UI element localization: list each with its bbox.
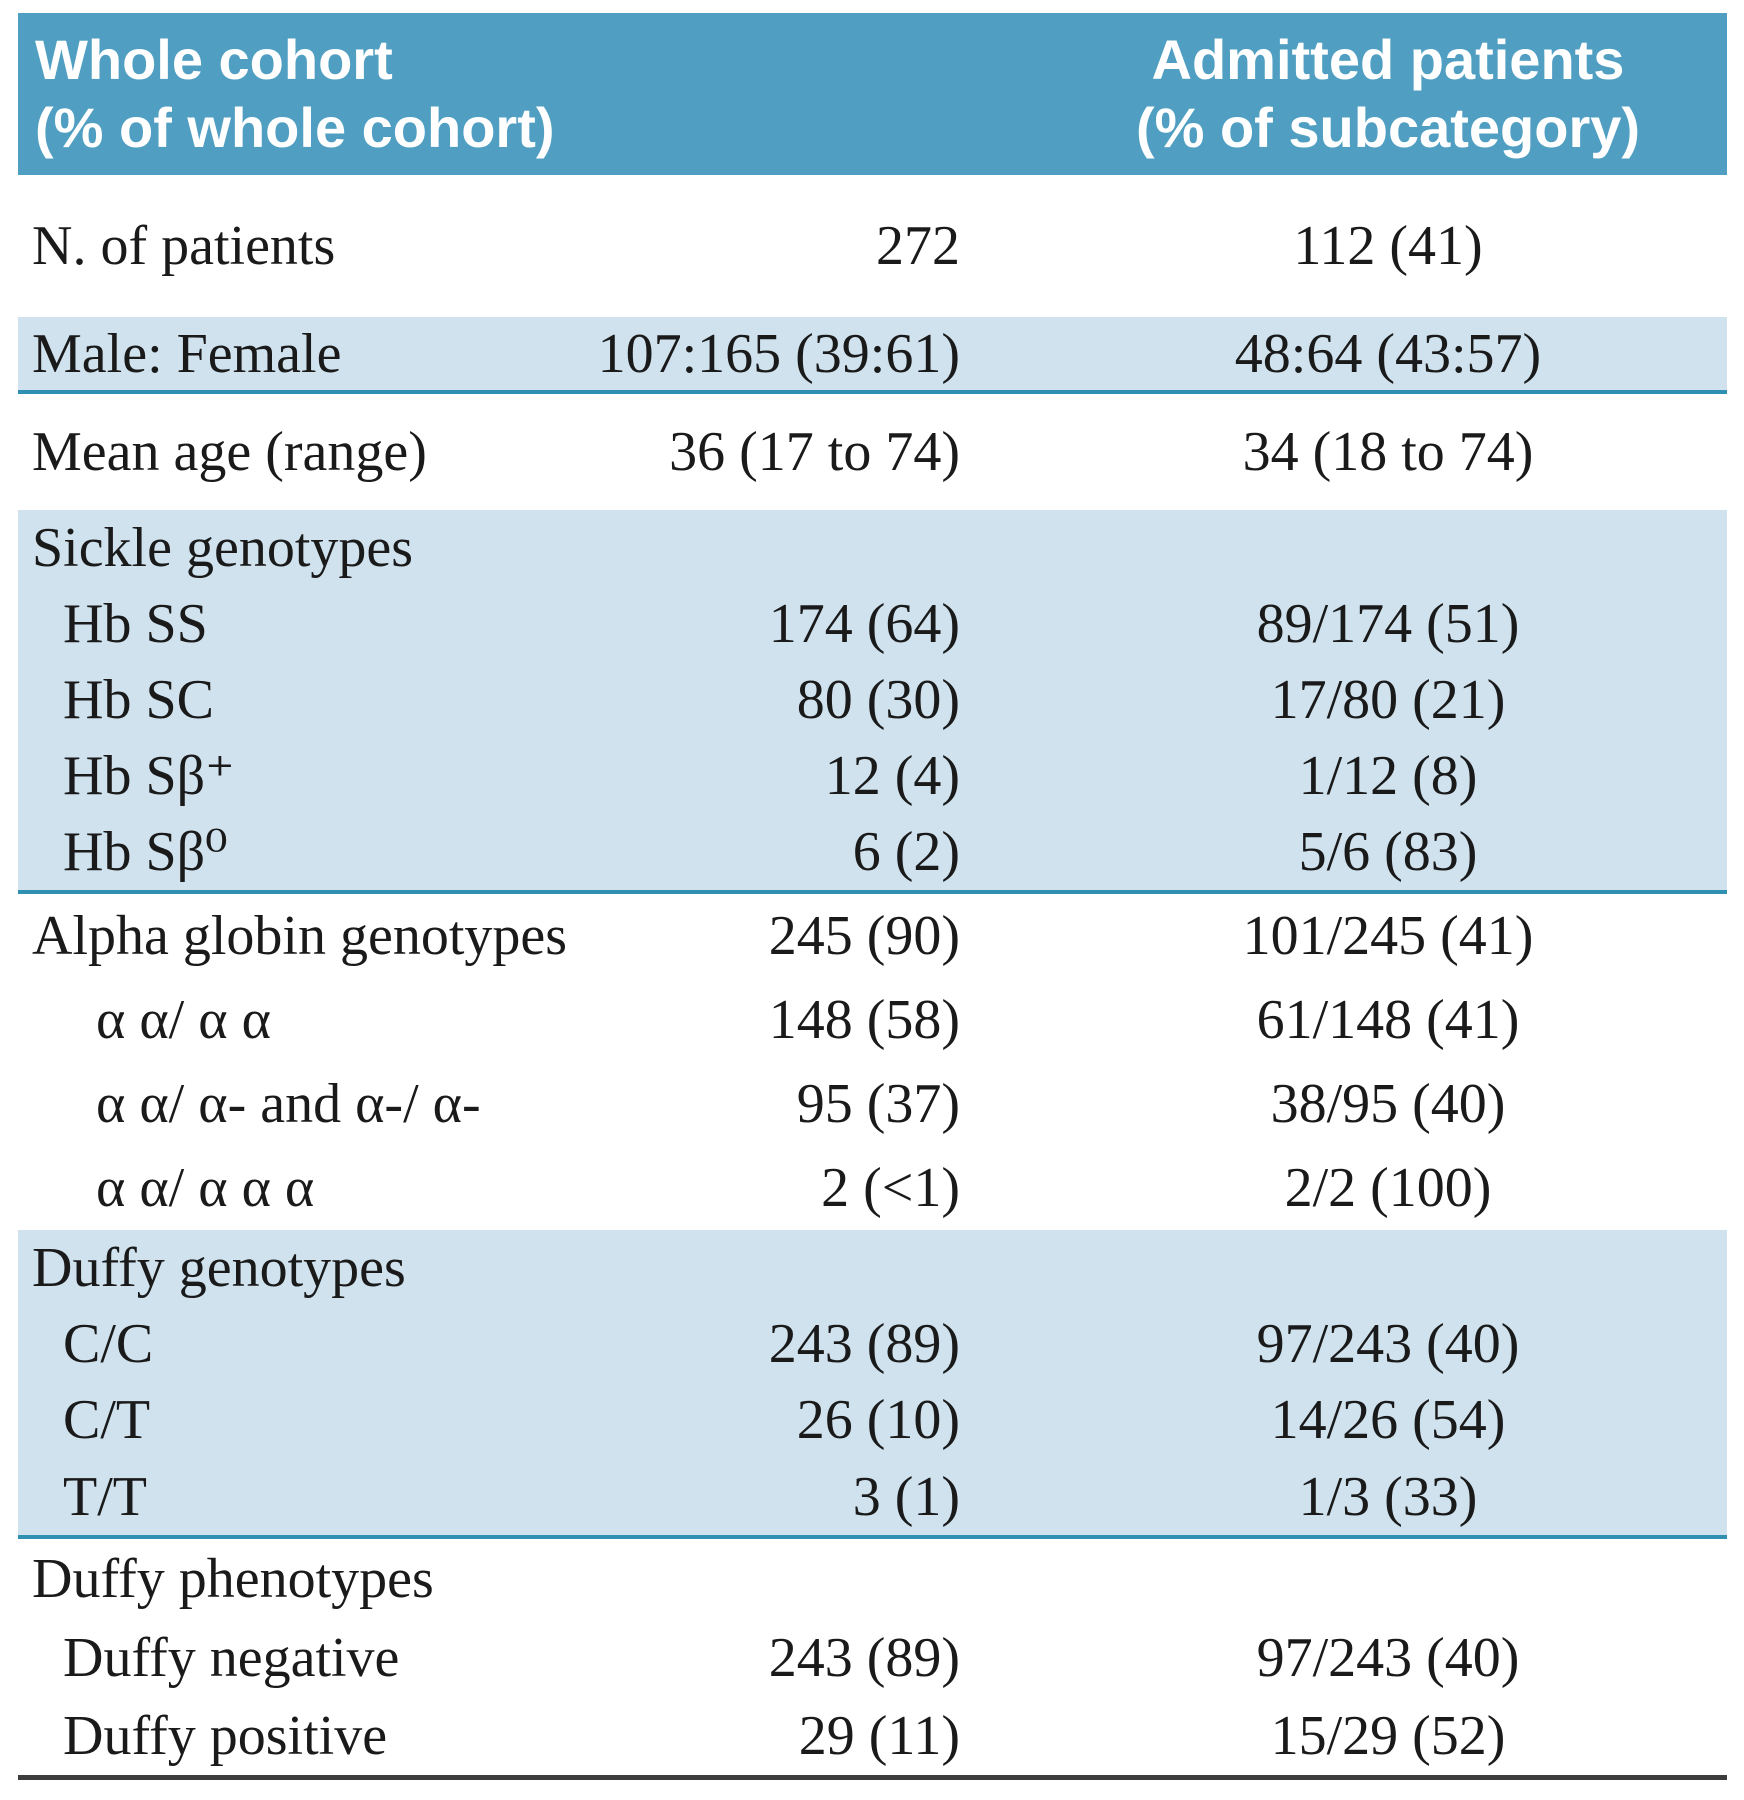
whole-cohort-value: 245 (90) (768, 905, 960, 967)
table-row: Male: Female 107:165 (39:61) 48:64 (43:5… (18, 317, 1727, 390)
whole-cohort-value: 80 (30) (796, 669, 960, 731)
row-label: T/T (63, 1465, 147, 1528)
table-header-row: Whole cohort (% of whole cohort) Admitte… (18, 13, 1727, 175)
table-row: α α/ α α 148 (58) 61/148 (41) (18, 978, 1727, 1062)
whole-cohort-value: 3 (1) (852, 1465, 960, 1528)
section-title: Duffy genotypes (32, 1237, 406, 1299)
section-title-row: Duffy phenotypes (18, 1539, 1727, 1618)
duffy-phenotypes-section: Duffy phenotypes Duffy negative 243 (89)… (18, 1539, 1727, 1775)
table-row: α α/ α- and α-/ α- 95 (37) 38/95 (40) (18, 1062, 1727, 1146)
header-admitted-patients: Admitted patients (% of subcategory) (960, 26, 1727, 162)
row-label: Hb SS (63, 593, 208, 655)
row-label: Mean age (range) (32, 421, 427, 483)
whole-cohort-value: 243 (89) (768, 1313, 960, 1375)
section-title: Alpha globin genotypes (32, 905, 568, 967)
table-row: Mean age (range) 36 (17 to 74) 34 (18 to… (18, 394, 1727, 510)
whole-cohort-value: 2 (<1) (821, 1157, 960, 1219)
table-row: T/T 3 (1) 1/3 (33) (18, 1458, 1727, 1535)
whole-cohort-value: 148 (58) (768, 989, 960, 1051)
admitted-value: 97/243 (40) (1256, 1313, 1520, 1375)
row-label: Male: Female (32, 322, 342, 385)
header-whole-cohort-line1: Whole cohort (35, 28, 393, 91)
header-admitted-patients-line1: Admitted patients (1151, 28, 1625, 91)
row-label: Hb SC (63, 669, 214, 731)
table-row: Hb SS 174 (64) 89/174 (51) (18, 586, 1727, 662)
table-row: C/C 243 (89) 97/243 (40) (18, 1306, 1727, 1382)
row-label: α α/ α α α (96, 1157, 315, 1219)
admitted-value: 48:64 (43:57) (1234, 322, 1542, 385)
admitted-value: 15/29 (52) (1270, 1705, 1506, 1767)
row-label: α α/ α- and α-/ α- (96, 1073, 481, 1135)
section-title: Duffy phenotypes (32, 1547, 434, 1610)
table-row: Duffy negative 243 (89) 97/243 (40) (18, 1618, 1727, 1697)
admitted-value: 2/2 (100) (1284, 1157, 1492, 1219)
admitted-value: 101/245 (41) (1242, 905, 1534, 967)
admitted-value: 112 (41) (1293, 215, 1483, 277)
section-title-row: Sickle genotypes (18, 510, 1727, 586)
table-row: Hb Sβ⁺ 12 (4) 1/12 (8) (18, 738, 1727, 814)
admitted-value: 17/80 (21) (1270, 669, 1506, 731)
header-whole-cohort: Whole cohort (% of whole cohort) (18, 26, 960, 162)
table-row: α α/ α α α 2 (<1) 2/2 (100) (18, 1146, 1727, 1230)
sickle-genotypes-section: Sickle genotypes Hb SS 174 (64) 89/174 (… (18, 510, 1727, 894)
admitted-value: 38/95 (40) (1270, 1073, 1506, 1135)
alpha-globin-section: Alpha globin genotypes 245 (90) 101/245 … (18, 894, 1727, 1230)
header-admitted-patients-line2: (% of subcategory) (1135, 96, 1641, 159)
whole-cohort-value: 36 (17 to 74) (669, 421, 960, 483)
admitted-value: 1/3 (33) (1298, 1465, 1478, 1528)
row-label: Duffy positive (63, 1705, 388, 1767)
whole-cohort-value: 272 (876, 215, 960, 277)
admitted-value: 89/174 (51) (1256, 593, 1520, 655)
row-label: N. of patients (32, 215, 336, 277)
cohort-characteristics-table: Whole cohort (% of whole cohort) Admitte… (18, 13, 1727, 1780)
duffy-genotypes-section: Duffy genotypes C/C 243 (89) 97/243 (40)… (18, 1230, 1727, 1539)
admitted-value: 61/148 (41) (1256, 989, 1520, 1051)
table-row: Hb SC 80 (30) 17/80 (21) (18, 662, 1727, 738)
whole-cohort-value: 29 (11) (798, 1705, 960, 1767)
section-title: Sickle genotypes (32, 517, 414, 579)
row-label: C/C (63, 1313, 154, 1375)
row-label: Hb Sβ⁺ (63, 745, 235, 807)
section-title-row: Duffy genotypes (18, 1230, 1727, 1306)
row-label: Duffy negative (63, 1626, 400, 1689)
admitted-value: 34 (18 to 74) (1242, 421, 1534, 483)
whole-cohort-value: 95 (37) (796, 1073, 960, 1135)
table-row: Hb Sβ⁰ 6 (2) 5/6 (83) (18, 814, 1727, 890)
mean-age-section: Mean age (range) 36 (17 to 74) 34 (18 to… (18, 394, 1727, 510)
admitted-value: 1/12 (8) (1298, 745, 1478, 807)
row-label: α α/ α α (96, 989, 271, 1051)
whole-cohort-value: 26 (10) (796, 1389, 960, 1451)
whole-cohort-value: 107:165 (39:61) (597, 322, 960, 385)
header-whole-cohort-line2: (% of whole cohort) (35, 96, 555, 159)
admitted-value: 5/6 (83) (1298, 821, 1478, 883)
table-row: Alpha globin genotypes 245 (90) 101/245 … (18, 894, 1727, 978)
admitted-value: 97/243 (40) (1256, 1626, 1520, 1689)
patients-count-section: N. of patients 272 112 (41) (18, 175, 1727, 317)
male-female-section: Male: Female 107:165 (39:61) 48:64 (43:5… (18, 317, 1727, 394)
whole-cohort-value: 174 (64) (768, 593, 960, 655)
admitted-value: 14/26 (54) (1270, 1389, 1506, 1451)
whole-cohort-value: 6 (2) (852, 821, 960, 883)
whole-cohort-value: 12 (4) (824, 745, 960, 807)
table-bottom-rule (18, 1775, 1727, 1780)
row-label: C/T (63, 1389, 151, 1451)
table-row: C/T 26 (10) 14/26 (54) (18, 1382, 1727, 1458)
whole-cohort-value: 243 (89) (768, 1626, 960, 1689)
table-row: Duffy positive 29 (11) 15/29 (52) (18, 1697, 1727, 1775)
table-row: N. of patients 272 112 (41) (18, 175, 1727, 317)
row-label: Hb Sβ⁰ (63, 821, 228, 883)
